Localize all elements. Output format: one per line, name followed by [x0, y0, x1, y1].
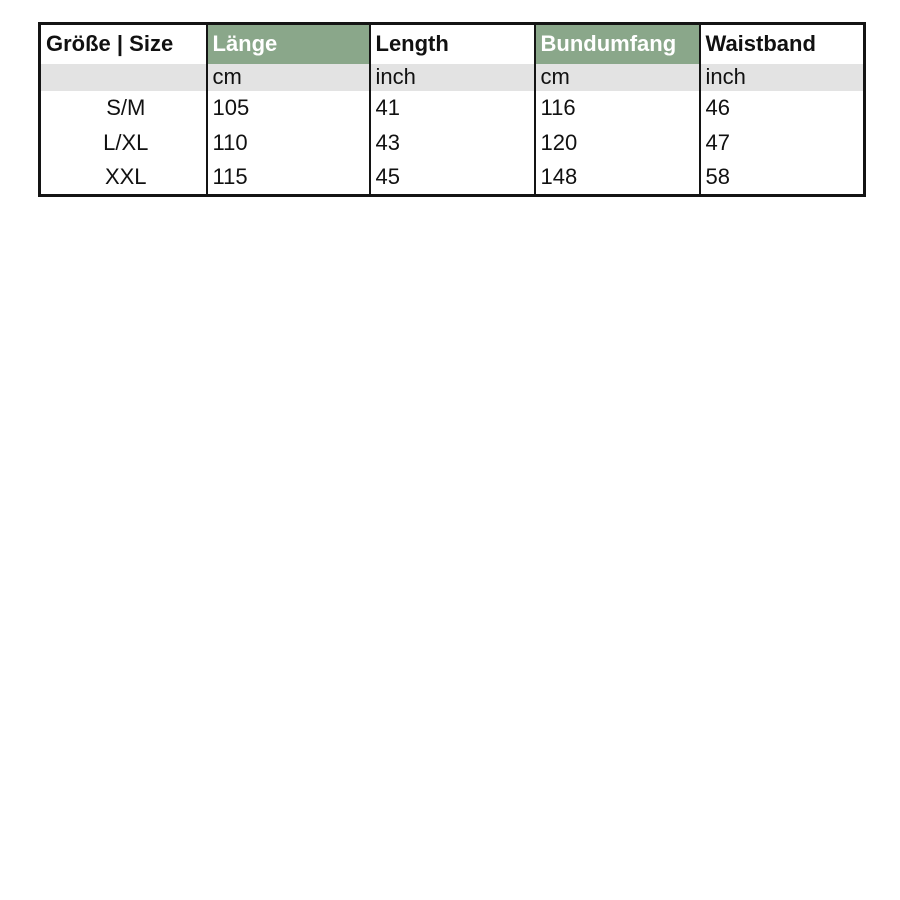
size-value: S/M: [38, 90, 208, 126]
bundumfang-cm-value: 116: [533, 90, 701, 126]
column-header-laenge: Länge: [205, 23, 371, 64]
waistband-inch-value: 47: [698, 125, 866, 161]
laenge-cm-value: 105: [205, 90, 371, 126]
length-inch-value: 45: [368, 160, 536, 196]
units-cell-bundumfang-cm: cm: [533, 63, 701, 91]
header-row: Größe | Size Länge Length Bundumfang Wai…: [38, 23, 866, 64]
table-row-lxl: L/XL 110 43 120 47: [38, 125, 866, 161]
size-chart-table: Größe | Size Länge Length Bundumfang Wai…: [38, 22, 866, 197]
length-inch-value: 43: [368, 125, 536, 161]
column-header-size: Größe | Size: [38, 23, 208, 64]
waistband-inch-value: 46: [698, 90, 866, 126]
laenge-cm-value: 110: [205, 125, 371, 161]
waistband-inch-value: 58: [698, 160, 866, 196]
units-row: cm inch cm inch: [38, 63, 866, 91]
length-inch-value: 41: [368, 90, 536, 126]
table-row-xxl: XXL 115 45 148 58: [38, 160, 866, 196]
laenge-cm-value: 115: [205, 160, 371, 196]
table-row-sm: S/M 105 41 116 46: [38, 90, 866, 126]
size-value: L/XL: [38, 125, 208, 161]
bundumfang-cm-value: 148: [533, 160, 701, 196]
column-header-length: Length: [368, 23, 536, 64]
column-header-bundumfang: Bundumfang: [533, 23, 701, 64]
units-cell-empty: [38, 63, 208, 91]
column-header-waistband: Waistband: [698, 23, 866, 64]
units-cell-waistband-inch: inch: [698, 63, 866, 91]
units-cell-laenge-cm: cm: [205, 63, 371, 91]
units-cell-length-inch: inch: [368, 63, 536, 91]
size-value: XXL: [38, 160, 208, 196]
bundumfang-cm-value: 120: [533, 125, 701, 161]
